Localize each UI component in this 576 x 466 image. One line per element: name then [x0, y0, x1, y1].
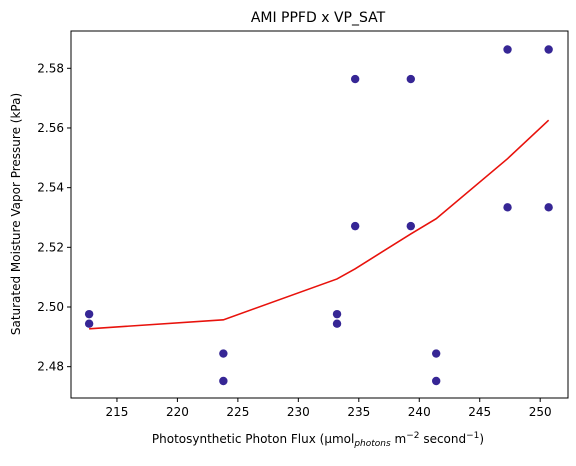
- plot-frame: [70, 30, 569, 399]
- scatter-point-8: [406, 74, 415, 84]
- y-tick-label-4: 2.56: [37, 121, 64, 135]
- scatter-point-0: [84, 309, 94, 319]
- x-tick-label-1: 220: [166, 405, 189, 419]
- scatter-point-11: [431, 376, 441, 386]
- x-tick-label-6: 245: [468, 405, 491, 419]
- scatter-point-5: [332, 319, 342, 328]
- plot-area: [84, 45, 553, 386]
- scatter-point-13: [503, 203, 512, 212]
- x-axis-label-sub: photons: [353, 439, 391, 449]
- y-axis: 2.48 2.50 2.52 2.54 2.56 2.58: [37, 61, 71, 374]
- scatter-point-1: [84, 319, 94, 328]
- scatter-point-15: [544, 203, 553, 212]
- x-tick-label-7: 250: [529, 405, 552, 419]
- y-axis-label: Saturated Moisture Vapor Pressure (kPa): [9, 93, 23, 335]
- scatter-point-3: [219, 376, 228, 386]
- y-tick-label-3: 2.54: [37, 181, 64, 195]
- scatter-point-7: [350, 221, 360, 231]
- y-tick-label-1: 2.50: [37, 300, 64, 314]
- x-tick-label-4: 235: [347, 405, 370, 419]
- y-tick-label-2: 2.52: [37, 240, 64, 254]
- scatter-point-2: [219, 349, 228, 358]
- scatter-point-14: [544, 45, 553, 54]
- y-tick-label-5: 2.58: [37, 61, 64, 75]
- scatter-point-6: [350, 74, 360, 84]
- x-axis-label-mid2: second: [420, 432, 467, 446]
- scatter-point-9: [406, 221, 415, 231]
- scatter-point-4: [332, 309, 342, 319]
- x-axis-label-sup1: −2: [406, 431, 419, 441]
- x-axis: 215 220 225 230 235 240 245 250: [105, 398, 552, 419]
- x-axis-label-mid: m: [391, 432, 407, 446]
- x-axis-label-sup2: −1: [466, 431, 479, 441]
- x-axis-label: Photosynthetic Photon Flux (µmolphotons …: [152, 431, 484, 449]
- trend-line: [89, 119, 550, 330]
- x-tick-label-0: 215: [105, 405, 128, 419]
- scatter-point-12: [503, 45, 512, 54]
- x-axis-label-end: ): [479, 432, 484, 446]
- x-tick-label-2: 225: [226, 405, 249, 419]
- chart-title: AMI PPFD x VP_SAT: [251, 10, 386, 26]
- x-axis-label-main: Photosynthetic Photon Flux (µmol: [152, 432, 354, 446]
- x-tick-label-5: 240: [408, 405, 431, 419]
- scatter-point-10: [431, 349, 441, 358]
- y-tick-label-0: 2.48: [37, 360, 64, 374]
- x-tick-label-3: 230: [287, 405, 310, 419]
